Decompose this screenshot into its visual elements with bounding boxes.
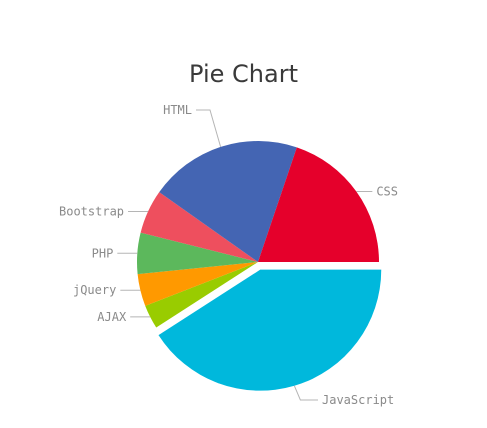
- slice-label-html: HTML: [163, 103, 192, 117]
- slices-layer: [137, 141, 382, 391]
- slice-label-php: PHP: [92, 246, 114, 260]
- chart-title: Pie Chart: [189, 60, 298, 88]
- pie-slice-css[interactable]: [258, 147, 379, 262]
- pie-slice-html[interactable]: [159, 141, 297, 262]
- slice-label-jquery: jQuery: [73, 283, 116, 297]
- slice-label-javascript: JavaScript: [322, 393, 394, 407]
- leader-lines-layer: [117, 109, 373, 401]
- pie-slice-jquery[interactable]: [137, 262, 258, 306]
- slice-label-ajax: AJAX: [97, 310, 127, 324]
- labels-layer: JavaScript AJAX jQuery PHP Bootstrap HTML CSS: [59, 103, 398, 407]
- slice-label-bootstrap: Bootstrap: [59, 205, 124, 219]
- pie-slice-php[interactable]: [137, 232, 258, 275]
- pie-slice-ajax[interactable]: [145, 262, 258, 328]
- pie-slice-bootstrap[interactable]: [140, 192, 258, 262]
- pie-slice-javascript[interactable]: [158, 269, 382, 391]
- leader-line-javascript: [293, 385, 318, 401]
- leader-line-html: [196, 109, 222, 148]
- slice-label-css: CSS: [376, 184, 398, 198]
